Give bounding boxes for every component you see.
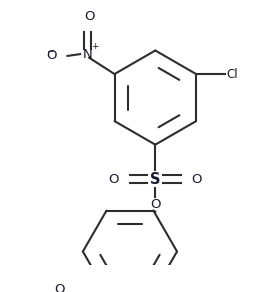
Text: N: N bbox=[82, 48, 92, 61]
Text: O: O bbox=[46, 49, 56, 62]
Text: S: S bbox=[150, 172, 161, 187]
Text: +: + bbox=[91, 42, 98, 51]
Text: O: O bbox=[109, 173, 119, 186]
Text: O: O bbox=[150, 198, 161, 211]
Text: −: − bbox=[46, 46, 53, 55]
Text: O: O bbox=[191, 173, 202, 186]
Text: O: O bbox=[54, 283, 64, 292]
Text: O: O bbox=[84, 10, 95, 23]
Text: Cl: Cl bbox=[227, 67, 239, 81]
